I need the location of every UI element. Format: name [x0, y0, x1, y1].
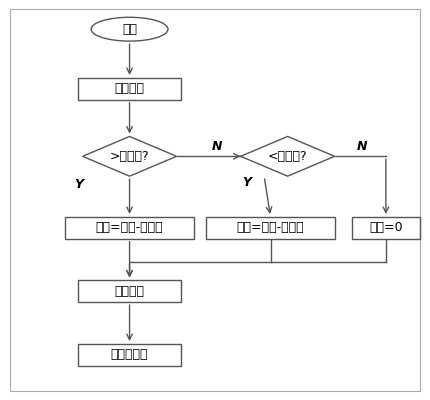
Ellipse shape — [91, 17, 168, 41]
FancyBboxPatch shape — [65, 217, 194, 239]
FancyBboxPatch shape — [78, 280, 181, 302]
Polygon shape — [241, 136, 335, 176]
FancyBboxPatch shape — [206, 217, 335, 239]
Text: Y: Y — [74, 178, 83, 191]
Polygon shape — [83, 136, 177, 176]
Text: N: N — [212, 140, 222, 153]
Text: >上限值?: >上限值? — [110, 150, 149, 163]
Text: 开始: 开始 — [122, 23, 137, 36]
FancyBboxPatch shape — [78, 78, 181, 100]
Text: Y: Y — [243, 176, 252, 189]
Text: 差值=幅值-下限值: 差值=幅值-下限值 — [237, 221, 304, 234]
Text: <下限值?: <下限值? — [268, 150, 307, 163]
Text: 环路滤波: 环路滤波 — [114, 285, 144, 298]
FancyBboxPatch shape — [78, 344, 181, 366]
Text: N: N — [357, 140, 368, 153]
Text: 差值=幅值-上限值: 差值=幅值-上限值 — [96, 221, 163, 234]
Text: 鉴别幅值: 鉴别幅值 — [114, 82, 144, 95]
FancyBboxPatch shape — [352, 217, 420, 239]
Text: 输出控制字: 输出控制字 — [111, 348, 148, 362]
Text: 差值=0: 差值=0 — [369, 221, 403, 234]
